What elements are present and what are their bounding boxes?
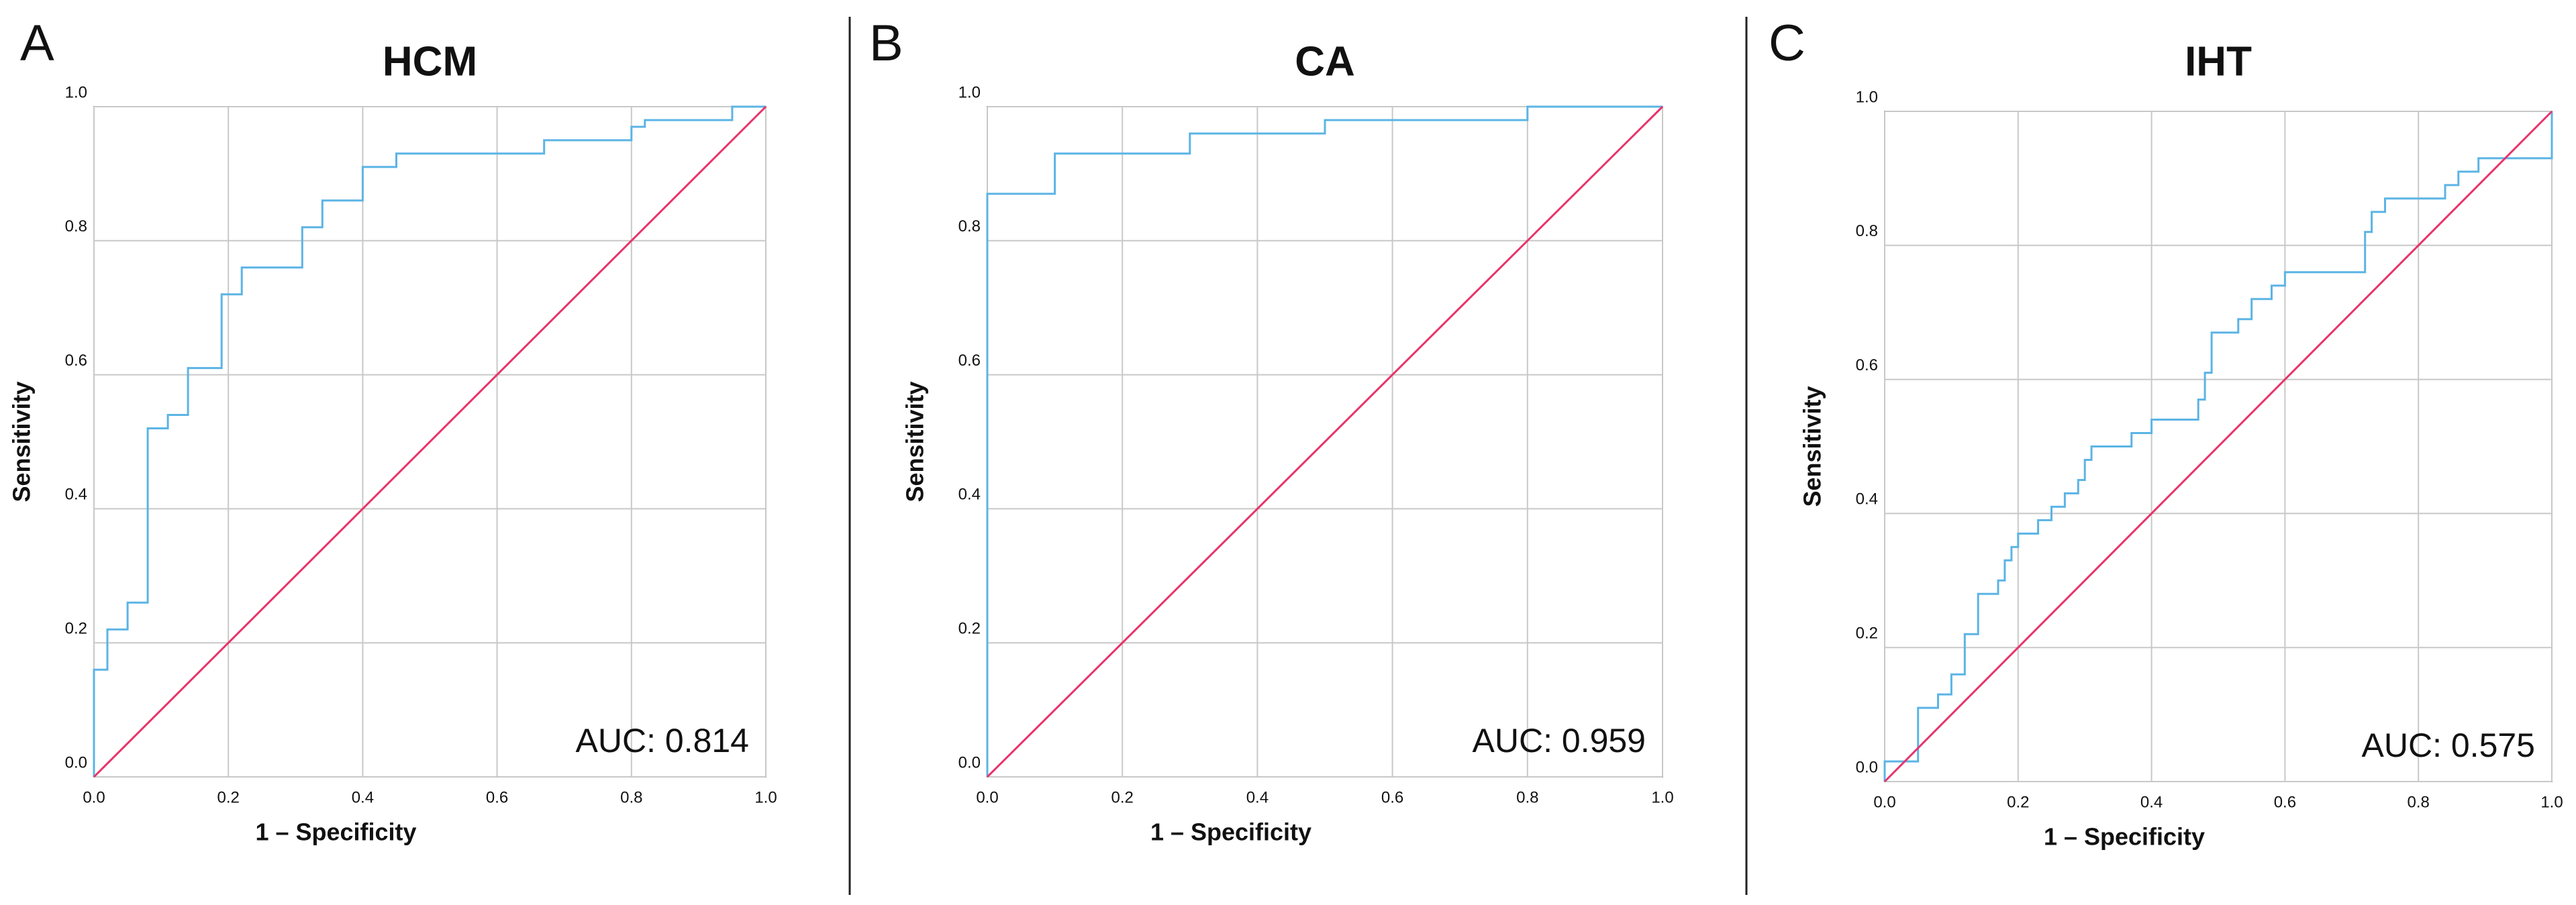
x-tick-label: 0.8 xyxy=(1516,788,1538,806)
reference-line xyxy=(93,105,767,778)
panel-label: B xyxy=(869,15,903,72)
chart-title: HCM xyxy=(383,38,477,85)
x-tick-label: 0.2 xyxy=(1111,788,1134,806)
y-tick-label: 0.6 xyxy=(958,352,981,370)
y-tick-label: 0.0 xyxy=(1856,758,1878,776)
x-tick-label: 1.0 xyxy=(1651,788,1673,806)
x-axis-label: 1 – Specificity xyxy=(255,818,416,846)
x-axis-label: 1 – Specificity xyxy=(1150,818,1311,846)
panel: A HCM 0.0 0.2 0.4 0.6 0.8 1.0 0.0 0.2 0.4 0.6 0.8 1.0… xyxy=(8,15,777,845)
x-tick-label: 1.0 xyxy=(754,788,777,806)
y-tick-label: 0.8 xyxy=(65,217,87,235)
y-tick-label: 1.0 xyxy=(1856,88,1878,106)
auc-annotation: AUC: 0.959 xyxy=(1473,722,1646,759)
x-tick-label: 0.6 xyxy=(1381,788,1403,806)
auc-annotation: AUC: 0.575 xyxy=(2362,727,2535,764)
chart-title: IHT xyxy=(2185,38,2252,85)
y-tick-label: 0.2 xyxy=(65,620,87,638)
chart-title: CA xyxy=(1295,38,1355,85)
x-tick-label: 0.4 xyxy=(352,788,374,806)
reference-line xyxy=(1883,110,2553,783)
y-tick-label: 0.8 xyxy=(958,217,981,235)
x-tick-label: 0.4 xyxy=(2140,793,2163,811)
x-tick-label: 0.2 xyxy=(217,788,240,806)
auc-annotation: AUC: 0.814 xyxy=(576,722,749,759)
y-axis-label: Sensitivity xyxy=(1799,386,1826,507)
x-tick-label: 0.2 xyxy=(2007,793,2029,811)
y-tick-label: 0.2 xyxy=(1856,625,1878,643)
y-axis-label: Sensitivity xyxy=(901,381,929,502)
y-tick-label: 0.0 xyxy=(958,753,981,771)
y-tick-label: 0.4 xyxy=(958,486,981,504)
x-tick-label: 0.6 xyxy=(486,788,508,806)
roc-curve xyxy=(93,105,766,777)
roc-curve xyxy=(986,105,1663,777)
x-tick-label: 0.8 xyxy=(2408,793,2430,811)
x-axis-label: 1 – Specificity xyxy=(2044,823,2205,851)
y-tick-label: 1.0 xyxy=(958,83,981,101)
y-tick-label: 0.2 xyxy=(958,620,981,638)
x-tick-label: 1.0 xyxy=(2540,793,2563,811)
panel: B CA 0.0 0.2 0.4 0.6 0.8 1.0 0.0 0.2 0.4 0.6 0.8 1.0 1… xyxy=(869,15,1674,845)
x-tick-label: 0.0 xyxy=(1873,793,1895,811)
y-tick-label: 0.0 xyxy=(65,753,87,771)
y-tick-label: 1.0 xyxy=(65,83,87,101)
y-tick-label: 0.6 xyxy=(65,352,87,370)
x-tick-label: 0.0 xyxy=(83,788,105,806)
y-tick-label: 0.4 xyxy=(1856,490,1878,509)
panel-label: C xyxy=(1769,15,1805,72)
x-tick-label: 0.4 xyxy=(1246,788,1269,806)
y-tick-label: 0.4 xyxy=(65,486,87,504)
y-axis-label: Sensitivity xyxy=(8,381,36,502)
y-tick-label: 0.6 xyxy=(1856,356,1878,374)
panel-label: A xyxy=(20,15,54,72)
x-tick-label: 0.6 xyxy=(2274,793,2296,811)
x-tick-label: 0.0 xyxy=(976,788,998,806)
panel: C IHT 0.0 0.2 0.4 0.6 0.8 1.0 0.0 0.2 0.4 0.6 0.8 1.0… xyxy=(1769,15,2563,850)
y-tick-label: 0.8 xyxy=(1856,222,1878,240)
roc-curve xyxy=(1883,111,2553,782)
x-tick-label: 0.8 xyxy=(620,788,642,806)
reference-line xyxy=(986,105,1664,778)
